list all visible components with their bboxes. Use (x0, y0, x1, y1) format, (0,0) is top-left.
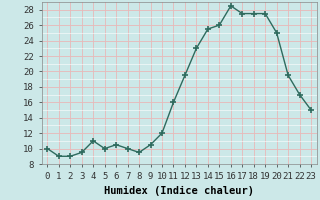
X-axis label: Humidex (Indice chaleur): Humidex (Indice chaleur) (104, 186, 254, 196)
